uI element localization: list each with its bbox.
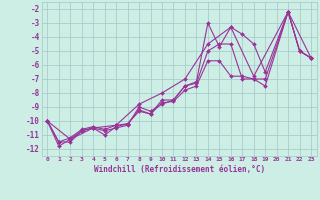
X-axis label: Windchill (Refroidissement éolien,°C): Windchill (Refroidissement éolien,°C) <box>94 165 265 174</box>
